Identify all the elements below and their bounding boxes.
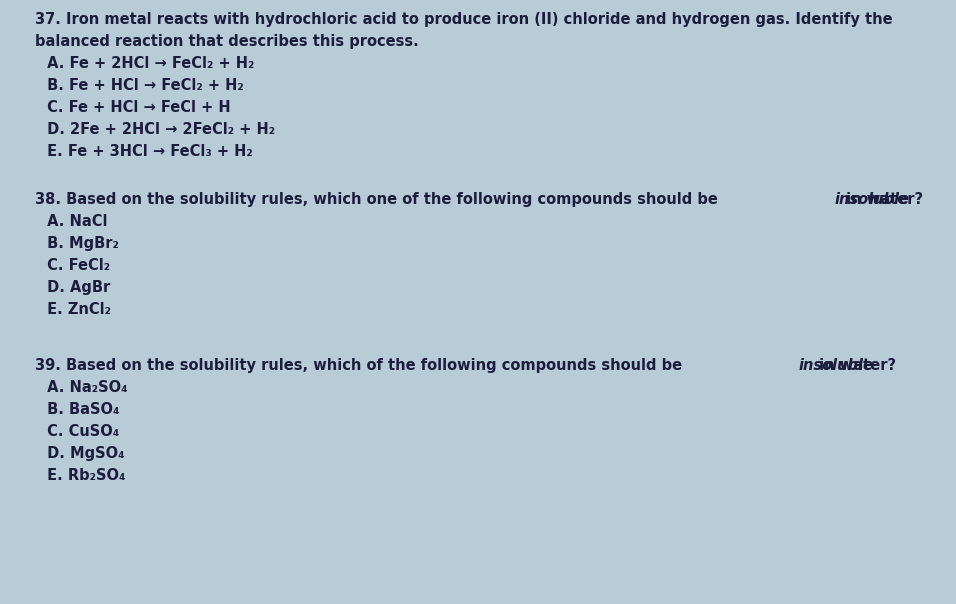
Text: 37. Iron metal reacts with hydrochloric acid to produce iron (II) chloride and h: 37. Iron metal reacts with hydrochloric … xyxy=(35,12,893,27)
Text: C. Fe + HCl → FeCl + H: C. Fe + HCl → FeCl + H xyxy=(42,100,230,115)
Text: D. MgSO₄: D. MgSO₄ xyxy=(42,446,124,461)
Text: in water?: in water? xyxy=(841,192,923,207)
Text: D. AgBr: D. AgBr xyxy=(42,280,110,295)
Text: in water?: in water? xyxy=(814,358,896,373)
Text: A. Na₂SO₄: A. Na₂SO₄ xyxy=(42,380,127,395)
Text: E. Rb₂SO₄: E. Rb₂SO₄ xyxy=(42,468,125,483)
Text: insoluble: insoluble xyxy=(799,358,874,373)
Text: B. BaSO₄: B. BaSO₄ xyxy=(42,402,120,417)
Text: B. Fe + HCl → FeCl₂ + H₂: B. Fe + HCl → FeCl₂ + H₂ xyxy=(42,78,244,93)
Text: E. Fe + 3HCl → FeCl₃ + H₂: E. Fe + 3HCl → FeCl₃ + H₂ xyxy=(42,144,252,159)
Text: E. ZnCl₂: E. ZnCl₂ xyxy=(42,302,111,317)
Text: B. MgBr₂: B. MgBr₂ xyxy=(42,236,119,251)
Text: C. FeCl₂: C. FeCl₂ xyxy=(42,258,110,273)
Text: A. Fe + 2HCl → FeCl₂ + H₂: A. Fe + 2HCl → FeCl₂ + H₂ xyxy=(42,56,254,71)
Text: 39. Based on the solubility rules, which of the following compounds should be: 39. Based on the solubility rules, which… xyxy=(35,358,687,373)
Text: 38. Based on the solubility rules, which one of the following compounds should b: 38. Based on the solubility rules, which… xyxy=(35,192,723,207)
Text: A. NaCl: A. NaCl xyxy=(42,214,107,229)
Text: insoluble: insoluble xyxy=(835,192,909,207)
Text: D. 2Fe + 2HCl → 2FeCl₂ + H₂: D. 2Fe + 2HCl → 2FeCl₂ + H₂ xyxy=(42,122,275,137)
Text: C. CuSO₄: C. CuSO₄ xyxy=(42,424,120,439)
Text: balanced reaction that describes this process.: balanced reaction that describes this pr… xyxy=(35,34,419,49)
